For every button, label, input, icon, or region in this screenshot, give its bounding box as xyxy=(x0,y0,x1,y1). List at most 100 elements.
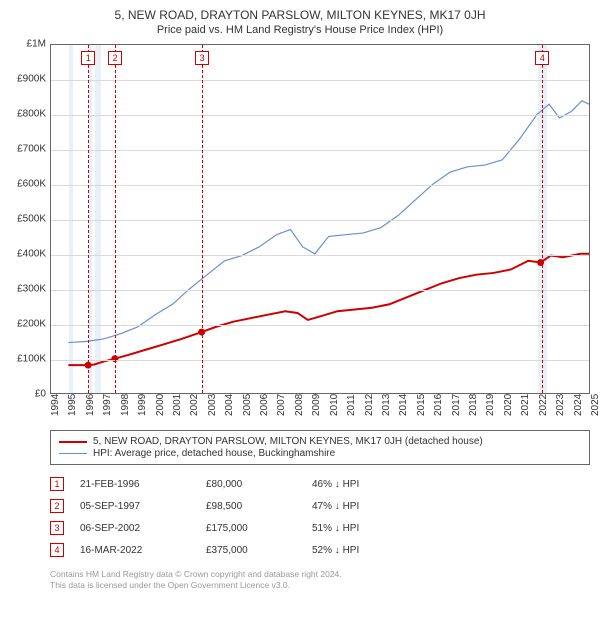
x-tick-label: 2018 xyxy=(468,394,479,416)
event-marker: 3 xyxy=(195,51,209,65)
gridline-h xyxy=(51,255,589,256)
event-price: £98,500 xyxy=(206,501,296,512)
legend-label: HPI: Average price, detached house, Buck… xyxy=(93,448,335,459)
chart-title: 5, NEW ROAD, DRAYTON PARSLOW, MILTON KEY… xyxy=(10,8,590,22)
y-tick-label: £100K xyxy=(17,354,46,365)
x-tick-label: 2021 xyxy=(520,394,531,416)
gridline-h xyxy=(51,220,589,221)
x-tick-label: 2010 xyxy=(329,394,340,416)
y-tick-label: £300K xyxy=(17,284,46,295)
y-tick-label: £400K xyxy=(17,249,46,260)
legend-label: 5, NEW ROAD, DRAYTON PARSLOW, MILTON KEY… xyxy=(93,436,483,447)
gridline-h xyxy=(51,150,589,151)
x-tick-label: 1998 xyxy=(120,394,131,416)
event-vline xyxy=(202,45,203,393)
event-marker: 4 xyxy=(535,51,549,65)
x-tick-label: 2024 xyxy=(573,394,584,416)
x-tick-label: 2006 xyxy=(259,394,270,416)
event-pct: 51% ↓ HPI xyxy=(312,523,422,534)
gridline-h xyxy=(51,185,589,186)
x-tick-label: 1994 xyxy=(50,394,61,416)
event-price: £175,000 xyxy=(206,523,296,534)
x-tick-label: 2007 xyxy=(276,394,287,416)
gridline-h xyxy=(51,290,589,291)
x-tick-label: 2025 xyxy=(590,394,600,416)
event-price: £80,000 xyxy=(206,479,296,490)
x-tick-label: 2017 xyxy=(451,394,462,416)
x-tick-label: 2003 xyxy=(207,394,218,416)
gridline-h xyxy=(51,360,589,361)
event-row: 4 16-MAR-2022 £375,000 52% ↓ HPI xyxy=(50,539,590,561)
gridline-h xyxy=(51,80,589,81)
event-row: 1 21-FEB-1996 £80,000 46% ↓ HPI xyxy=(50,473,590,495)
y-axis: £0£100K£200K£300K£400K£500K£600K£700K£80… xyxy=(10,44,50,394)
event-date: 16-MAR-2022 xyxy=(80,545,190,556)
legend-item: 5, NEW ROAD, DRAYTON PARSLOW, MILTON KEY… xyxy=(59,436,581,447)
x-tick-label: 2019 xyxy=(485,394,496,416)
x-tick-label: 2005 xyxy=(242,394,253,416)
event-price: £375,000 xyxy=(206,545,296,556)
series-line xyxy=(68,254,589,365)
x-tick-label: 2020 xyxy=(503,394,514,416)
x-tick-label: 2022 xyxy=(538,394,549,416)
x-tick-label: 2008 xyxy=(294,394,305,416)
y-tick-label: £600K xyxy=(17,179,46,190)
gridline-h xyxy=(51,115,589,116)
gridline-h xyxy=(51,325,589,326)
x-tick-label: 1995 xyxy=(67,394,78,416)
event-number-box: 4 xyxy=(50,543,64,557)
chart-subtitle: Price paid vs. HM Land Registry's House … xyxy=(10,24,590,36)
event-date: 21-FEB-1996 xyxy=(80,479,190,490)
x-tick-label: 2001 xyxy=(172,394,183,416)
event-number-box: 3 xyxy=(50,521,64,535)
x-tick-label: 2012 xyxy=(364,394,375,416)
event-pct: 46% ↓ HPI xyxy=(312,479,422,490)
y-tick-label: £0 xyxy=(35,389,46,400)
x-tick-label: 2013 xyxy=(381,394,392,416)
x-tick-label: 2011 xyxy=(346,394,357,416)
x-tick-label: 2023 xyxy=(555,394,566,416)
line-layer xyxy=(51,45,589,393)
plot-area: 12 3 4 xyxy=(50,44,590,394)
event-date: 06-SEP-2002 xyxy=(80,523,190,534)
series-line xyxy=(68,101,589,343)
event-row: 2 05-SEP-1997 £98,500 47% ↓ HPI xyxy=(50,495,590,517)
x-tick-label: 2015 xyxy=(416,394,427,416)
event-vline xyxy=(542,45,543,393)
chart-container: 5, NEW ROAD, DRAYTON PARSLOW, MILTON KEY… xyxy=(0,0,600,597)
x-tick-label: 2000 xyxy=(155,394,166,416)
events-table: 1 21-FEB-1996 £80,000 46% ↓ HPI 2 05-SEP-1997… xyxy=(50,473,590,561)
legend-swatch xyxy=(59,453,87,454)
x-tick-label: 2004 xyxy=(224,394,235,416)
event-date: 05-SEP-1997 xyxy=(80,501,190,512)
legend-swatch xyxy=(59,441,87,443)
event-number-box: 2 xyxy=(50,499,64,513)
event-pct: 47% ↓ HPI xyxy=(312,501,422,512)
x-tick-label: 2009 xyxy=(311,394,322,416)
x-tick-label: 2016 xyxy=(433,394,444,416)
footer-attribution: Contains HM Land Registry data © Crown c… xyxy=(50,569,590,591)
x-tick-label: 2014 xyxy=(398,394,409,416)
x-tick-label: 1997 xyxy=(102,394,113,416)
legend-item: HPI: Average price, detached house, Buck… xyxy=(59,448,581,459)
x-tick-label: 1999 xyxy=(137,394,148,416)
footer-line-2: This data is licensed under the Open Gov… xyxy=(50,580,590,591)
event-number-box: 1 xyxy=(50,477,64,491)
x-tick-label: 2002 xyxy=(189,394,200,416)
y-tick-label: £800K xyxy=(17,109,46,120)
x-tick-label: 1996 xyxy=(85,394,96,416)
y-tick-label: £500K xyxy=(17,214,46,225)
event-marker: 1 xyxy=(81,51,95,65)
event-vline xyxy=(115,45,116,393)
y-tick-label: £1M xyxy=(27,39,46,50)
y-tick-label: £900K xyxy=(17,74,46,85)
event-vline xyxy=(88,45,89,393)
chart-area: £0 £100K £200K £300K £400K £500K £600K £700K £80… xyxy=(10,44,590,424)
event-marker: 2 xyxy=(108,51,122,65)
legend: 5, NEW ROAD, DRAYTON PARSLOW, MILTON KEY… xyxy=(50,430,590,465)
y-tick-label: £200K xyxy=(17,319,46,330)
footer-line-1: Contains HM Land Registry data © Crown c… xyxy=(50,569,590,580)
x-axis: 1994 1995 1996 1997 1998 1999 2000 2001 2002 2003… xyxy=(50,394,590,424)
y-tick-label: £700K xyxy=(17,144,46,155)
event-pct: 52% ↓ HPI xyxy=(312,545,422,556)
